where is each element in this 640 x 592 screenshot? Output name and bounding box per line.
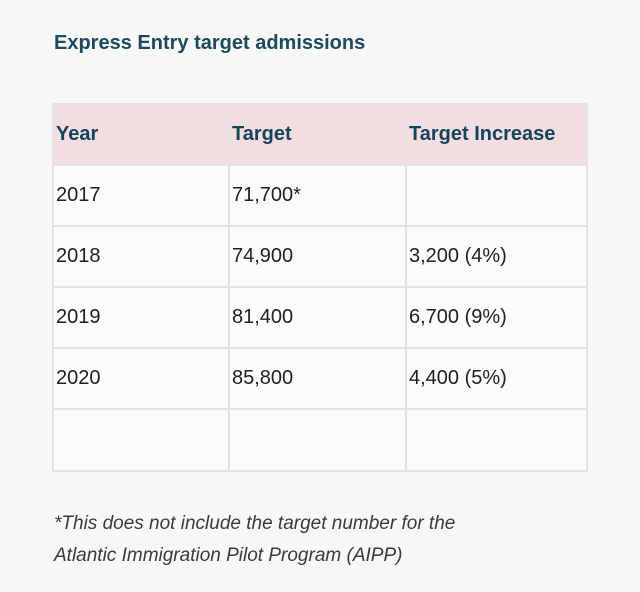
target-cell: 74,900 bbox=[228, 225, 407, 288]
target-cell: 71,700* bbox=[228, 164, 407, 227]
column-header-target: Target bbox=[228, 103, 407, 166]
year-cell bbox=[52, 408, 230, 472]
table-header-row: Year Target Target Increase bbox=[52, 103, 588, 166]
table-row-empty bbox=[52, 408, 588, 472]
footnote: *This does not include the target number… bbox=[54, 508, 614, 572]
target-increase-cell bbox=[405, 408, 588, 472]
admissions-table: Year Target Target Increase 2017 71,700*… bbox=[52, 103, 588, 472]
target-cell: 85,800 bbox=[228, 347, 407, 410]
target-increase-cell: 3,200 (4%) bbox=[405, 225, 588, 288]
page-title: Express Entry target admissions bbox=[54, 32, 366, 54]
table-row: 2018 74,900 3,200 (4%) bbox=[52, 225, 588, 288]
column-header-target-increase: Target Increase bbox=[405, 103, 588, 166]
table-row: 2019 81,400 6,700 (9%) bbox=[52, 286, 588, 349]
target-cell bbox=[228, 408, 407, 472]
year-cell: 2017 bbox=[52, 164, 230, 227]
year-cell: 2018 bbox=[52, 225, 230, 288]
table-row: 2017 71,700* bbox=[52, 164, 588, 227]
year-cell: 2019 bbox=[52, 286, 230, 349]
footnote-line: *This does not include the target number… bbox=[54, 513, 456, 534]
column-header-year: Year bbox=[52, 103, 230, 166]
year-cell: 2020 bbox=[52, 347, 230, 410]
target-increase-cell: 6,700 (9%) bbox=[405, 286, 588, 349]
target-increase-cell: 4,400 (5%) bbox=[405, 347, 588, 410]
footnote-line: Atlantic Immigration Pilot Program (AIPP… bbox=[54, 545, 403, 566]
table-row: 2020 85,800 4,400 (5%) bbox=[52, 347, 588, 410]
target-cell: 81,400 bbox=[228, 286, 407, 349]
target-increase-cell bbox=[405, 164, 588, 227]
